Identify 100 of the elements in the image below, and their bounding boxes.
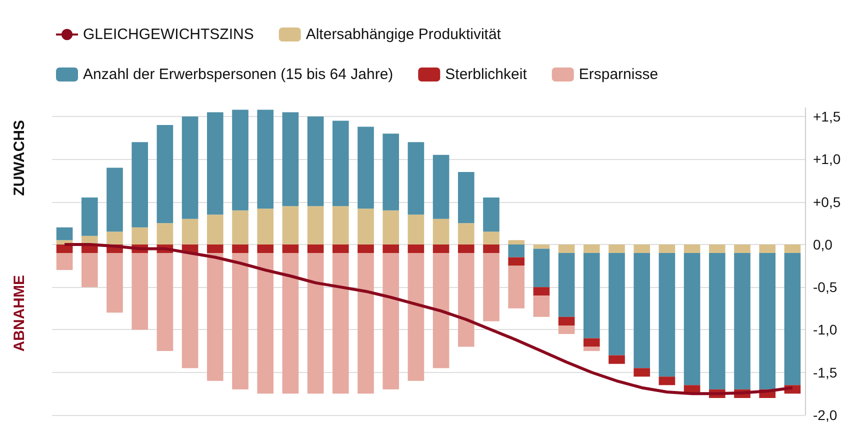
- bar: [784, 252, 801, 386]
- bar: [408, 252, 424, 381]
- bar: [106, 232, 123, 244]
- bar: [558, 252, 575, 317]
- bar: [583, 338, 600, 347]
- bar: [257, 110, 274, 209]
- legend-label: Altersabhängige Produktivität: [306, 26, 502, 43]
- bar: [232, 252, 248, 390]
- bar: [483, 244, 500, 253]
- bar: [408, 214, 424, 244]
- bar: [282, 252, 299, 394]
- legend-label: Anzahl der Erwerbspersonen (15 bis 64 Jahre): [83, 66, 394, 83]
- bar: [583, 346, 600, 352]
- legend-label: Sterblichkeit: [445, 66, 528, 83]
- bar: [332, 244, 349, 253]
- y-tick-label: +1,0: [813, 151, 841, 168]
- legend-label: GLEICHGEWICHTSZINS: [83, 26, 254, 43]
- bar: [432, 218, 450, 244]
- bar: [282, 244, 299, 253]
- bar: [784, 244, 801, 253]
- bar: [408, 244, 424, 253]
- bar: [734, 244, 750, 253]
- bar: [382, 244, 400, 253]
- bar: [382, 134, 400, 210]
- y-tick-label: -0,5: [813, 279, 838, 296]
- bar: [56, 227, 73, 240]
- bar: [634, 252, 650, 368]
- bar: [458, 172, 474, 224]
- bar: [382, 252, 400, 390]
- bar: [257, 208, 274, 244]
- bar: [483, 198, 500, 232]
- bar: [759, 244, 776, 253]
- bar: [483, 252, 500, 322]
- bar: [332, 120, 349, 206]
- bar: [458, 252, 474, 347]
- bar: [132, 252, 148, 330]
- bar: [81, 252, 98, 288]
- bar: [634, 368, 650, 377]
- bar: [558, 316, 575, 326]
- bar: [132, 142, 148, 228]
- bar: [608, 355, 625, 364]
- bar: [358, 208, 374, 244]
- bar: [432, 154, 450, 219]
- bar: [106, 252, 123, 313]
- y-tick-label: 0,0: [813, 236, 833, 252]
- text: ZUWACHS: [11, 120, 28, 196]
- bar: [658, 252, 676, 377]
- bar: [206, 214, 224, 244]
- bar: [358, 252, 374, 394]
- bar: [307, 252, 324, 394]
- bar: [232, 210, 248, 244]
- bar: [533, 248, 550, 288]
- bar: [408, 142, 424, 215]
- bar: [658, 244, 676, 253]
- y-tick-label: -2,0: [813, 407, 838, 423]
- y-tick-label: +0,5: [813, 194, 841, 210]
- bar: [432, 244, 450, 253]
- bar: [684, 252, 700, 386]
- bar: [56, 252, 73, 270]
- bar: [182, 252, 198, 368]
- bar: [182, 218, 198, 244]
- bar: [458, 223, 474, 244]
- bar: [156, 223, 174, 244]
- bar: [257, 244, 274, 253]
- bar: [307, 116, 324, 206]
- line-series: [63, 242, 794, 396]
- bar: [583, 244, 600, 253]
- legend-label: Ersparnisse: [578, 66, 658, 83]
- bar: [508, 266, 525, 308]
- bar: [132, 227, 148, 244]
- bar: [533, 287, 550, 296]
- bar: [358, 126, 374, 209]
- bar: [156, 125, 174, 224]
- y-tick-label: -1,0: [813, 322, 838, 338]
- bar: [206, 112, 224, 215]
- bar: [106, 168, 123, 232]
- bar: [558, 244, 575, 253]
- bar: [307, 244, 324, 253]
- bar: [282, 206, 299, 244]
- bar: [708, 244, 726, 253]
- bar: [257, 252, 274, 394]
- bar: [684, 244, 700, 253]
- y-tick-label: -1,5: [813, 364, 838, 380]
- bar: [182, 116, 198, 219]
- bar: [508, 257, 525, 266]
- bar: [759, 252, 776, 390]
- bar: [432, 252, 450, 368]
- bar: [608, 244, 625, 253]
- bar: [232, 110, 248, 210]
- bar: [332, 252, 349, 394]
- bar: [232, 244, 248, 253]
- bar: [558, 325, 575, 334]
- bar: [332, 206, 349, 244]
- bar: [307, 206, 324, 244]
- bar: [708, 252, 726, 390]
- bar: [608, 252, 625, 356]
- bar: [483, 232, 500, 244]
- bar: [508, 244, 525, 258]
- bar: [634, 244, 650, 253]
- bar: [533, 244, 550, 249]
